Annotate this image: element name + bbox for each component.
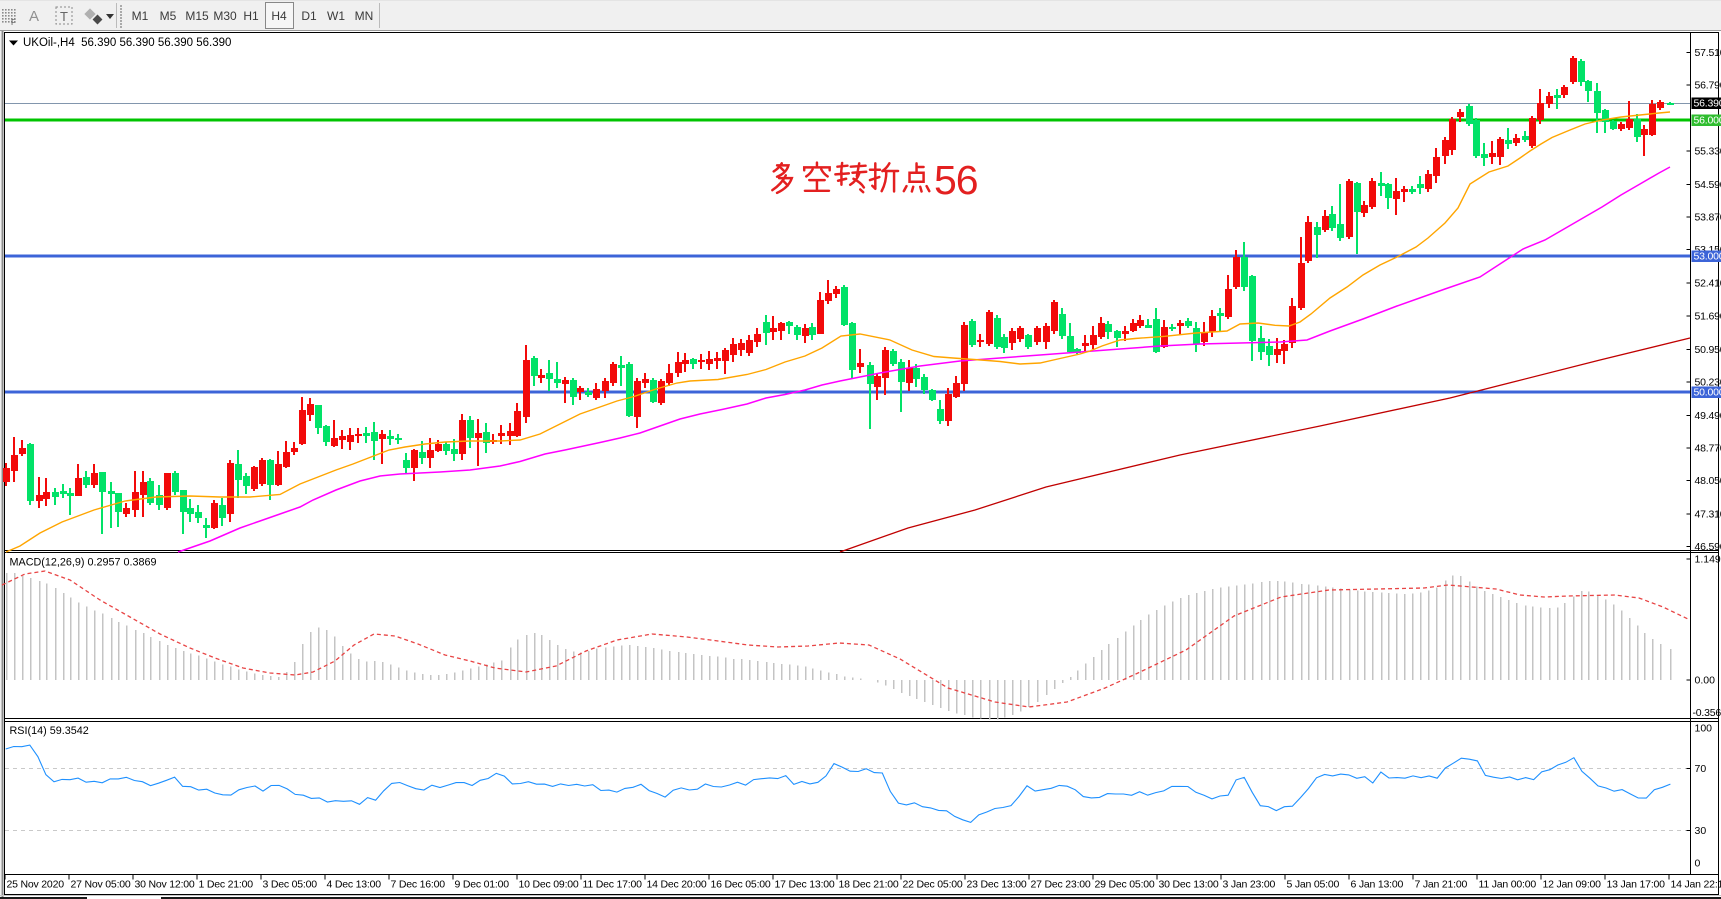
- svg-text:51.690: 51.690: [1695, 310, 1721, 322]
- svg-text:57.510: 57.510: [1695, 47, 1721, 59]
- svg-text:W1: W1: [327, 9, 345, 23]
- svg-text:52.410: 52.410: [1695, 278, 1721, 290]
- svg-text:14 Jan 22:15: 14 Jan 22:15: [1671, 879, 1721, 891]
- svg-text:MN: MN: [355, 9, 374, 23]
- svg-text:50.000: 50.000: [1694, 387, 1721, 399]
- svg-text:13 Jan 17:00: 13 Jan 17:00: [1607, 879, 1666, 891]
- svg-text:MACD(12,26,9) 0.2957 0.3869: MACD(12,26,9) 0.2957 0.3869: [10, 557, 157, 569]
- svg-text:M5: M5: [160, 9, 177, 23]
- svg-text:48.050: 48.050: [1695, 475, 1721, 487]
- svg-text:11 Jan 00:00: 11 Jan 00:00: [1479, 879, 1537, 891]
- svg-text:30 Dec 13:00: 30 Dec 13:00: [1159, 879, 1219, 891]
- svg-text:UKOil-,H4 56.390 56.390 56.39: UKOil-,H4 56.390 56.390 56.390 56.390: [23, 37, 231, 49]
- svg-text:47.310: 47.310: [1695, 509, 1721, 521]
- svg-text:3 Dec 05:00: 3 Dec 05:00: [263, 879, 318, 891]
- svg-text:56.790: 56.790: [1695, 79, 1721, 91]
- svg-text:0.00: 0.00: [1695, 675, 1716, 687]
- svg-text:1 Dec 21:00: 1 Dec 21:00: [199, 879, 254, 891]
- svg-text:-0.356: -0.356: [1693, 707, 1721, 719]
- svg-text:56.390: 56.390: [1694, 98, 1721, 110]
- svg-text:T: T: [60, 9, 68, 24]
- svg-text:49.490: 49.490: [1695, 410, 1721, 422]
- svg-text:70: 70: [1695, 763, 1707, 775]
- svg-text:M15: M15: [185, 9, 209, 23]
- svg-text:14 Dec 20:00: 14 Dec 20:00: [647, 879, 707, 891]
- svg-text:27 Dec 23:00: 27 Dec 23:00: [1031, 879, 1091, 891]
- svg-text:46.590: 46.590: [1695, 541, 1721, 553]
- svg-text:1.149: 1.149: [1695, 554, 1721, 566]
- svg-text:54.590: 54.590: [1695, 179, 1721, 191]
- svg-text:25 Nov 2020: 25 Nov 2020: [7, 879, 65, 891]
- svg-text:53.870: 53.870: [1695, 212, 1721, 224]
- svg-text:16 Dec 05:00: 16 Dec 05:00: [711, 879, 771, 891]
- svg-text:30: 30: [1695, 825, 1707, 837]
- svg-text:50.950: 50.950: [1695, 344, 1721, 356]
- svg-text:23 Dec 13:00: 23 Dec 13:00: [967, 879, 1027, 891]
- svg-text:6 Jan 13:00: 6 Jan 13:00: [1351, 879, 1404, 891]
- svg-text:7 Dec 16:00: 7 Dec 16:00: [391, 879, 446, 891]
- svg-text:56: 56: [934, 157, 978, 203]
- svg-text:4 Dec 13:00: 4 Dec 13:00: [327, 879, 382, 891]
- svg-text:10 Dec 09:00: 10 Dec 09:00: [519, 879, 579, 891]
- svg-text:11 Dec 17:00: 11 Dec 17:00: [583, 879, 643, 891]
- svg-text:RSI(14) 59.3542: RSI(14) 59.3542: [10, 725, 89, 737]
- svg-text:56.000: 56.000: [1694, 115, 1721, 127]
- svg-text:H1: H1: [243, 9, 259, 23]
- svg-text:50.230: 50.230: [1695, 376, 1721, 388]
- svg-text:12 Jan 09:00: 12 Jan 09:00: [1543, 879, 1602, 891]
- svg-text:M1: M1: [132, 9, 149, 23]
- svg-text:48.770: 48.770: [1695, 443, 1721, 455]
- svg-text:55.330: 55.330: [1695, 146, 1721, 158]
- svg-text:F: F: [11, 18, 16, 27]
- svg-text:17 Dec 13:00: 17 Dec 13:00: [775, 879, 835, 891]
- svg-text:22 Dec 05:00: 22 Dec 05:00: [903, 879, 963, 891]
- svg-text:M30: M30: [213, 9, 237, 23]
- svg-text:0: 0: [1695, 858, 1701, 870]
- svg-text:9 Dec 01:00: 9 Dec 01:00: [455, 879, 510, 891]
- svg-text:7 Jan 21:00: 7 Jan 21:00: [1415, 879, 1468, 891]
- svg-text:53.000: 53.000: [1694, 251, 1721, 263]
- svg-text:A: A: [29, 8, 39, 25]
- svg-text:29 Dec 05:00: 29 Dec 05:00: [1095, 879, 1155, 891]
- svg-text:D1: D1: [301, 9, 317, 23]
- svg-text:3 Jan 23:00: 3 Jan 23:00: [1223, 879, 1276, 891]
- svg-text:27 Nov 05:00: 27 Nov 05:00: [71, 879, 131, 891]
- svg-text:100: 100: [1695, 723, 1713, 735]
- svg-text:H4: H4: [271, 9, 287, 23]
- svg-text:5 Jan 05:00: 5 Jan 05:00: [1287, 879, 1340, 891]
- svg-text:18 Dec 21:00: 18 Dec 21:00: [839, 879, 899, 891]
- svg-text:30 Nov 12:00: 30 Nov 12:00: [135, 879, 195, 891]
